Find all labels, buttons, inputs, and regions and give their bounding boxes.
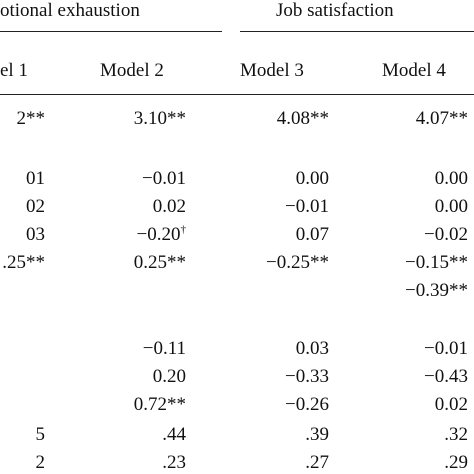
table-cell: .39 [305, 424, 329, 445]
group-rule-left [0, 31, 222, 32]
group-header-emotional-exhaustion: otional exhaustion [0, 0, 140, 21]
table-cell: 01 [26, 168, 45, 189]
column-header-model-3: Model 3 [240, 60, 304, 81]
table-cell: 0.00 [295, 168, 329, 189]
table-cell: −0.02 [424, 224, 468, 245]
table-cell: 0.20 [152, 366, 186, 387]
header-bottom-rule [0, 94, 474, 95]
table-cell: −0.01 [424, 338, 468, 359]
table-cell: −0.01 [285, 196, 329, 217]
table-cell: 0.07 [295, 224, 329, 245]
dagger-marker: † [180, 223, 187, 236]
column-header-model-4: Model 4 [382, 60, 446, 81]
table-cell: −0.43 [424, 366, 468, 387]
table-cell: −0.39** [405, 280, 468, 301]
table-cell: .25** [2, 252, 45, 273]
table-cell: 0.03 [295, 338, 329, 359]
table-cell: 02 [26, 196, 45, 217]
group-rule-right [240, 31, 474, 32]
column-header-model-2: Model 2 [100, 60, 164, 81]
table-cell: 0.00 [434, 168, 468, 189]
table-cell: 2 [35, 452, 46, 473]
table-cell: 03 [26, 224, 45, 245]
table-cell: −0.25** [266, 252, 329, 273]
table-cell: .44 [162, 424, 186, 445]
group-header-job-satisfaction: Job satisfaction [276, 0, 394, 21]
table-cell: 0.25** [133, 252, 186, 273]
table-cell: 0.02 [434, 394, 468, 415]
table-cell: 0.02 [152, 196, 186, 217]
table-cell: .32 [444, 424, 468, 445]
table-cell: .29 [444, 452, 468, 473]
table-cell: .23 [162, 452, 186, 473]
table-cell: 0.72** [133, 394, 186, 415]
table-cell: 3.10** [133, 108, 186, 129]
table-cell: 4.07** [415, 108, 468, 129]
table-cell: .27 [305, 452, 329, 473]
table-cell: 4.08** [276, 108, 329, 129]
table-cell: 2** [16, 108, 46, 129]
table-cell: −0.20† [136, 223, 187, 245]
table-cell: −0.26 [285, 394, 329, 415]
table-cell: −0.11 [142, 338, 186, 359]
table-cell: −0.33 [285, 366, 329, 387]
table-cell: −0.15** [405, 252, 468, 273]
table-cell: −0.01 [142, 168, 186, 189]
table-cell: 0.00 [434, 196, 468, 217]
table-cell: 5 [35, 424, 46, 445]
column-header-model-1: el 1 [0, 60, 28, 81]
